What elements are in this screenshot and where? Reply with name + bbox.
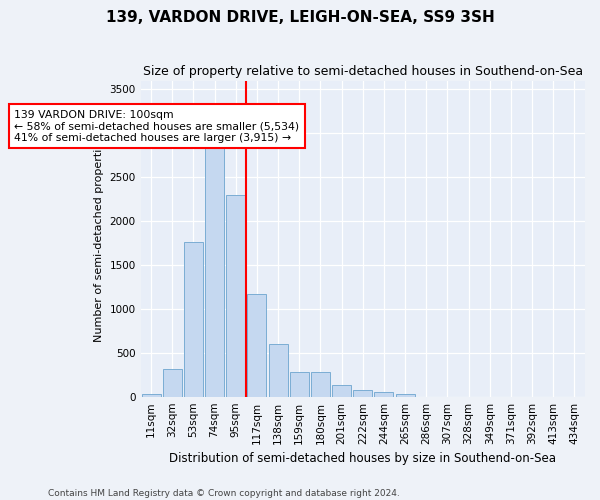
Bar	[332, 385, 351, 396]
Bar	[269, 344, 287, 397]
Bar	[290, 372, 309, 396]
Text: 139, VARDON DRIVE, LEIGH-ON-SEA, SS9 3SH: 139, VARDON DRIVE, LEIGH-ON-SEA, SS9 3SH	[106, 10, 494, 25]
Text: Contains HM Land Registry data © Crown copyright and database right 2024.: Contains HM Land Registry data © Crown c…	[48, 488, 400, 498]
Bar	[184, 242, 203, 396]
Bar	[226, 194, 245, 396]
Bar	[353, 390, 372, 396]
Bar	[163, 370, 182, 396]
Bar	[311, 372, 330, 396]
Y-axis label: Number of semi-detached properties: Number of semi-detached properties	[94, 136, 104, 342]
Bar	[247, 294, 266, 396]
Bar	[142, 394, 161, 396]
Bar	[205, 142, 224, 397]
Title: Size of property relative to semi-detached houses in Southend-on-Sea: Size of property relative to semi-detach…	[143, 65, 583, 78]
Bar	[395, 394, 415, 396]
Text: 139 VARDON DRIVE: 100sqm
← 58% of semi-detached houses are smaller (5,534)
41% o: 139 VARDON DRIVE: 100sqm ← 58% of semi-d…	[14, 110, 299, 142]
Bar	[374, 392, 394, 396]
X-axis label: Distribution of semi-detached houses by size in Southend-on-Sea: Distribution of semi-detached houses by …	[169, 452, 556, 465]
